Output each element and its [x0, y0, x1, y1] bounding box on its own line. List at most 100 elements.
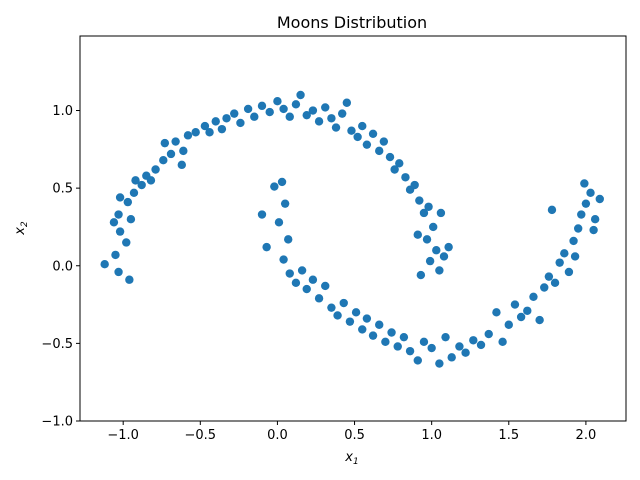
- data-point: [385, 152, 395, 162]
- data-point: [351, 308, 361, 317]
- data-point: [441, 332, 450, 342]
- data-point: [302, 110, 311, 120]
- y-tick-label: 1.0: [52, 104, 73, 119]
- data-point: [277, 177, 287, 187]
- data-point: [125, 275, 134, 284]
- x-axis-label: x1: [344, 450, 358, 467]
- data-point: [146, 176, 156, 185]
- y-tick-label: 0.0: [52, 259, 73, 274]
- chart-title: Moons Distribution: [277, 13, 427, 32]
- data-point: [115, 193, 125, 202]
- data-point: [285, 112, 294, 121]
- scatter-points: [100, 90, 604, 368]
- data-point: [427, 343, 436, 353]
- data-point: [100, 260, 109, 269]
- data-point: [111, 250, 120, 260]
- data-point: [401, 173, 410, 182]
- data-point: [177, 160, 186, 170]
- data-point: [314, 294, 324, 303]
- x-tick-label: 1.5: [498, 428, 519, 443]
- data-point: [179, 146, 188, 156]
- data-point: [243, 104, 253, 114]
- data-point: [535, 315, 544, 325]
- data-point: [476, 340, 486, 350]
- data-point: [114, 267, 123, 277]
- y-axis-label-main: x: [13, 227, 28, 236]
- data-point: [257, 101, 267, 111]
- data-point: [415, 196, 424, 205]
- data-point: [171, 137, 180, 146]
- data-point: [358, 121, 367, 131]
- data-point: [285, 269, 294, 278]
- data-point: [393, 342, 402, 351]
- data-point: [321, 281, 330, 291]
- data-point: [484, 329, 493, 339]
- y-tick-label: −1.0: [41, 415, 73, 430]
- data-point: [331, 123, 341, 132]
- data-point: [302, 284, 311, 294]
- data-point: [151, 165, 160, 174]
- data-point: [297, 266, 307, 275]
- data-point: [230, 109, 239, 118]
- data-point: [439, 252, 449, 261]
- data-point: [122, 238, 131, 247]
- data-point: [191, 128, 200, 137]
- y-axis-label: x2: [13, 221, 30, 236]
- data-point: [550, 278, 560, 288]
- y-axis-label-subscript: 2: [20, 221, 30, 227]
- data-point: [422, 235, 432, 244]
- data-point: [498, 337, 507, 347]
- data-point: [413, 230, 422, 239]
- x-axis-ticks: −1.0 −0.5 0.0 0.5 1.0 1.5 2.0: [107, 421, 596, 443]
- data-point: [435, 266, 444, 275]
- data-point: [342, 98, 352, 107]
- data-point: [347, 126, 356, 135]
- data-point: [273, 97, 282, 106]
- x-tick-label: −1.0: [107, 428, 139, 443]
- data-point: [595, 194, 604, 204]
- data-point: [308, 275, 318, 284]
- data-point: [424, 202, 433, 211]
- data-point: [308, 106, 318, 115]
- data-point: [126, 214, 136, 224]
- data-point: [387, 328, 396, 337]
- data-point: [570, 252, 580, 261]
- data-point: [416, 270, 426, 280]
- data-point: [375, 320, 384, 329]
- data-point: [379, 137, 389, 146]
- data-point: [529, 292, 538, 302]
- data-point: [444, 242, 453, 252]
- data-point: [419, 337, 429, 347]
- data-point: [523, 306, 532, 315]
- data-point: [432, 246, 441, 255]
- data-point: [279, 104, 288, 114]
- data-point: [547, 205, 557, 215]
- x-tick-label: 0.0: [267, 428, 288, 443]
- data-point: [183, 131, 193, 140]
- data-point: [291, 100, 301, 109]
- data-point: [405, 346, 415, 356]
- data-point: [284, 235, 293, 244]
- data-point: [270, 182, 279, 191]
- data-point: [516, 312, 526, 322]
- plot-area: [80, 36, 626, 421]
- data-point: [492, 308, 501, 317]
- data-point: [115, 227, 125, 236]
- data-point: [395, 159, 404, 168]
- data-point: [131, 176, 140, 185]
- y-tick-label: 0.5: [52, 182, 73, 197]
- data-point: [314, 117, 324, 126]
- data-point: [461, 348, 470, 357]
- x-axis-label-main: x: [344, 450, 353, 465]
- data-point: [222, 114, 231, 123]
- data-point: [327, 114, 336, 123]
- data-point: [399, 332, 409, 342]
- x-axis-label-subscript: 1: [353, 457, 359, 467]
- data-point: [291, 278, 301, 288]
- data-point: [510, 300, 520, 309]
- data-point: [265, 107, 274, 117]
- data-point: [166, 149, 176, 159]
- data-point: [257, 210, 267, 219]
- plot-frame: [79, 35, 627, 422]
- data-point: [211, 117, 220, 126]
